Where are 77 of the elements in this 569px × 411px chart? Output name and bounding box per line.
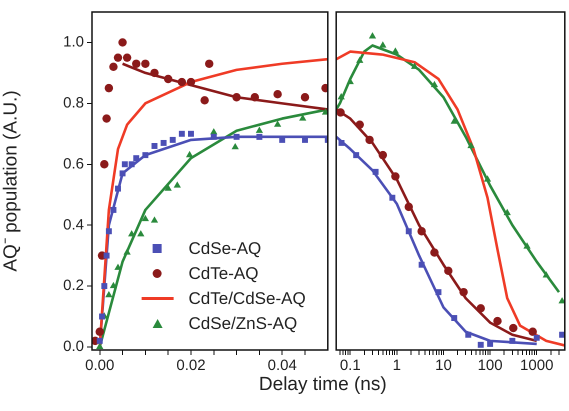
y-tick-label: 0.6 [63,155,84,172]
point [137,230,144,236]
point [274,120,282,127]
point [96,342,104,350]
point [322,108,328,115]
point [122,161,128,168]
point [232,93,241,102]
point [164,184,172,191]
point [105,290,113,298]
point [110,206,116,213]
point [256,134,262,140]
point [170,136,176,143]
point [150,216,158,223]
point [178,130,185,137]
point [104,252,110,259]
point [273,90,282,98]
point [232,143,239,150]
y-tick-label: 0.2 [63,277,84,294]
x-tick-label: 0.1 [340,357,361,374]
point [128,230,136,236]
point [210,128,218,134]
point [150,68,159,78]
legend-label: CdSe-AQ [188,238,262,260]
x-tick-label: 1 [392,357,402,374]
point [256,126,264,133]
y-tick-label: 0.8 [63,94,84,112]
y-axis-title: AQ⁻ population (A.U.) [0,90,22,272]
point [104,84,114,92]
point [100,160,109,168]
legend-label: CdTe/CdSe-AQ [188,288,306,310]
point [210,134,217,140]
x-tick-label: 0.04 [268,357,297,374]
point [128,161,135,168]
x-tick-label: 10 [435,357,452,374]
point [132,60,140,68]
point [115,186,121,192]
point [96,328,104,336]
point [200,96,209,105]
point [234,134,240,140]
y-tick-label: 0.0 [63,338,84,356]
point [118,38,127,47]
point [186,150,194,158]
point [109,62,118,72]
point [152,143,158,149]
point [188,130,194,137]
point [250,93,260,102]
point [114,53,122,62]
point [205,60,214,68]
point [141,60,150,68]
x-axis-title: Delay time (ns) [258,374,387,396]
x-tick-label: 1000 [520,357,554,374]
point [96,338,103,344]
x-tick-label: 100 [478,357,503,374]
point [106,228,112,234]
point [102,114,111,123]
point [164,74,172,84]
point [142,152,148,158]
legend-label: CdSe/ZnS-AQ [188,313,298,335]
point [300,93,310,102]
x-tick-label: 0.02 [176,357,206,374]
point [120,170,126,176]
point [122,53,132,62]
point [142,214,149,222]
point [174,181,181,188]
point [160,140,167,146]
point [133,155,140,162]
point [110,282,118,288]
point [186,78,196,86]
point [123,248,131,255]
point [99,314,106,320]
y-tick-label: 0.4 [63,216,84,234]
legend-label: CdTe-AQ [188,263,258,285]
x-tick-label: 0.00 [85,357,114,374]
point [178,78,186,86]
point [101,283,108,290]
y-tick-label: 1.0 [63,34,84,51]
point [114,264,122,270]
